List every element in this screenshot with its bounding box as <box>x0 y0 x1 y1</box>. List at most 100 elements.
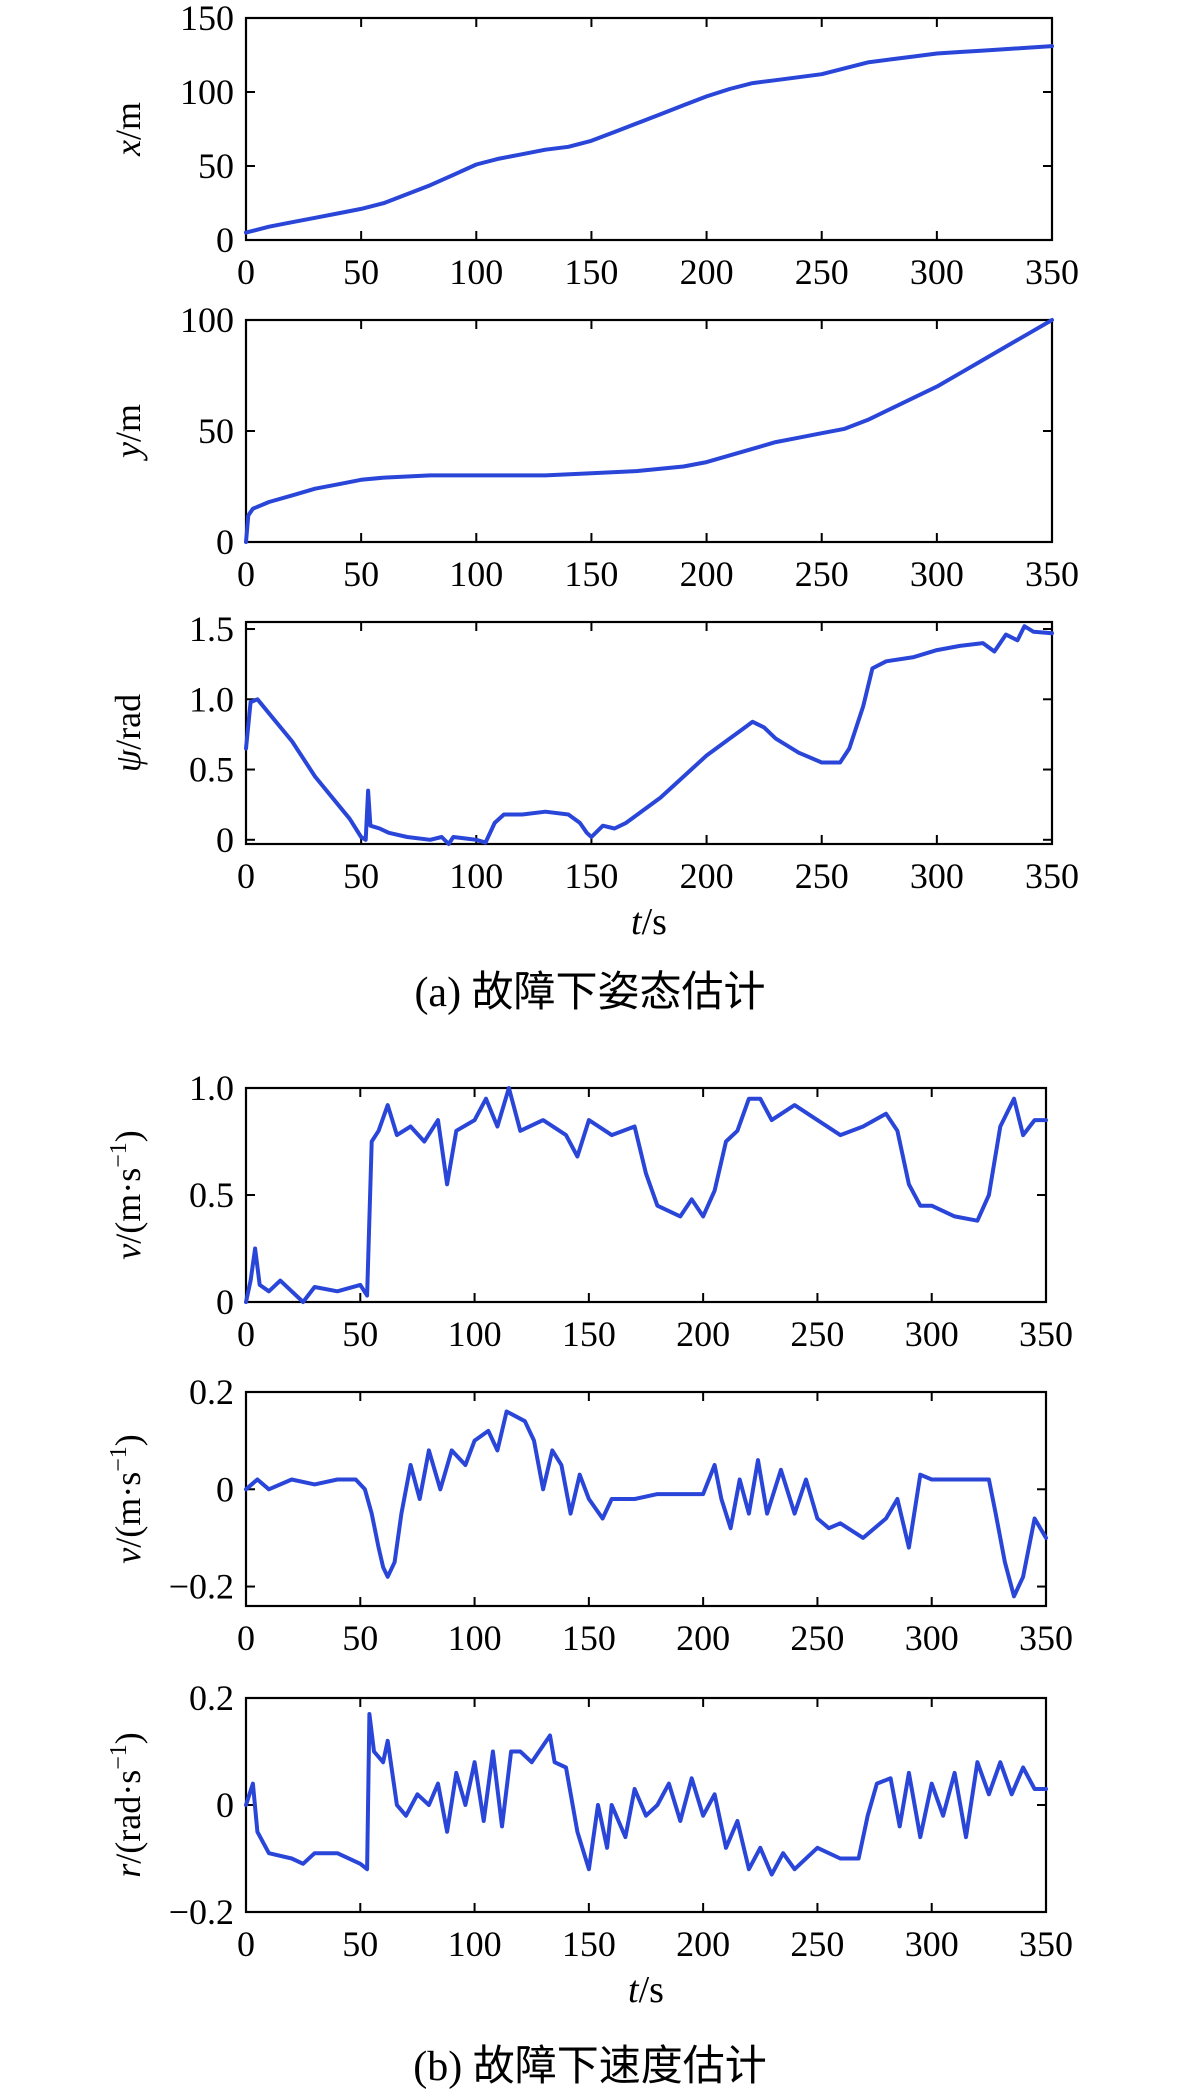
panel-5: 0 50 100 150 200 250 300 350−0.200.2v/(m·s−1) <box>106 1372 1073 1658</box>
y-axis-label-unit: /rad <box>108 694 148 750</box>
x-tick-label: 250 <box>790 1924 844 1964</box>
x-tick-label: 250 <box>790 1314 844 1354</box>
x-tick-label: 350 <box>1019 1924 1073 1964</box>
y-tick-label: 1.5 <box>189 609 234 649</box>
y-tick-label: 150 <box>180 0 234 38</box>
y-tick-label: 0.5 <box>189 750 234 790</box>
x-tick-label: 50 <box>343 554 379 594</box>
y-axis-label-unit: /(m·s <box>108 1472 148 1548</box>
x-tick-label: 250 <box>795 554 849 594</box>
x-tick-label: 200 <box>680 856 734 896</box>
y-axis-label-close: ) <box>108 1732 148 1744</box>
x-tick-label: 350 <box>1025 252 1079 292</box>
x-tick-label: 0 <box>237 252 255 292</box>
x-tick-label: 150 <box>562 1314 616 1354</box>
x-tick-label: 250 <box>790 1618 844 1658</box>
x-tick-label: 200 <box>680 554 734 594</box>
y-tick-label: 0 <box>216 1469 234 1509</box>
x-tick-label: 50 <box>342 1618 378 1658</box>
x-tick-label: 0 <box>237 1618 255 1658</box>
y-tick-label: 50 <box>198 146 234 186</box>
x-tick-label: 200 <box>680 252 734 292</box>
x-tick-label: 150 <box>562 1618 616 1658</box>
x-tick-label: 150 <box>564 856 618 896</box>
y-tick-label: 0 <box>216 1785 234 1825</box>
x-tick-label: 300 <box>905 1924 959 1964</box>
series-line <box>244 1712 1048 1877</box>
x-tick-label: 250 <box>795 856 849 896</box>
series-line <box>244 44 1054 235</box>
y-axis-label-unit: /(m·s <box>108 1168 148 1244</box>
y-axis-label: x/m <box>108 102 148 157</box>
panel-2: 0 50 100 150 200 250 300 350 0 50 100 y/m <box>108 300 1079 594</box>
y-axis-label-symbol: y <box>108 442 148 461</box>
x-tick-label: 100 <box>448 1314 502 1354</box>
y-tick-label: 0.2 <box>189 1678 234 1718</box>
y-tick-label: 0.5 <box>189 1175 234 1215</box>
y-axis-label: r/(rad·s−1) <box>106 1732 148 1878</box>
panels: 0 50 100 150 200 250 300 350 0 50 100 150 x/m 0 50 100 1… <box>106 0 1079 2011</box>
y-axis-label-symbol: v <box>108 1244 148 1260</box>
y-axis-label: ψ/rad <box>108 694 148 772</box>
y-tick-label: 0 <box>216 220 234 260</box>
x-axis-label-symbol: t <box>631 901 643 943</box>
plot-frame <box>244 16 1054 242</box>
y-tick-label: 100 <box>180 300 234 340</box>
y-tick-label: 50 <box>198 411 234 451</box>
x-tick-label: 50 <box>342 1924 378 1964</box>
panel-1: 0 50 100 150 200 250 300 350 0 50 100 150 x/m <box>108 0 1079 292</box>
series-line <box>244 1086 1048 1304</box>
x-axis-label-unit: /s <box>642 901 667 943</box>
y-tick-label: 0 <box>216 1282 234 1322</box>
y-axis-label: v/(m·s−1) <box>106 1130 148 1260</box>
x-tick-label: 350 <box>1025 856 1079 896</box>
x-axis-label: t/s <box>631 901 667 943</box>
y-axis-label-exponent: −1 <box>106 1744 132 1770</box>
x-tick-label: 300 <box>905 1618 959 1658</box>
x-tick-label: 350 <box>1019 1314 1073 1354</box>
x-tick-label: 0 <box>237 554 255 594</box>
x-tick-label: 150 <box>564 554 618 594</box>
x-tick-label: 150 <box>562 1924 616 1964</box>
plot-frame <box>244 1390 1048 1608</box>
x-tick-label: 100 <box>449 554 503 594</box>
x-tick-label: 100 <box>448 1924 502 1964</box>
x-tick-label: 100 <box>449 856 503 896</box>
x-tick-label: 100 <box>448 1618 502 1658</box>
y-axis-label: v/(m·s−1) <box>106 1434 148 1564</box>
x-tick-label: 350 <box>1019 1618 1073 1658</box>
caption-a: (a) 故障下姿态估计 <box>414 970 765 1016</box>
panel-3: 0 50 100 150 200 250 300 350 0 0.5 1.0 1.5 ψ/rad t/s <box>108 609 1079 943</box>
y-tick-label: 100 <box>180 72 234 112</box>
y-tick-label: −0.2 <box>169 1892 234 1932</box>
x-tick-label: 300 <box>910 856 964 896</box>
series-line <box>244 624 1054 846</box>
x-tick-label: 200 <box>676 1924 730 1964</box>
x-tick-label: 350 <box>1025 554 1079 594</box>
y-axis-label-exponent: −1 <box>106 1446 132 1472</box>
y-tick-label: 0.2 <box>189 1372 234 1412</box>
x-axis-label-unit: /s <box>639 1969 664 2011</box>
y-axis-label: y/m <box>108 404 148 461</box>
y-axis-label-symbol: v <box>108 1548 148 1564</box>
x-tick-label: 300 <box>910 554 964 594</box>
y-axis-label-symbol: ψ <box>108 749 148 772</box>
x-axis-label-symbol: t <box>628 1969 640 2011</box>
y-axis-label-close: ) <box>108 1434 148 1446</box>
x-tick-label: 200 <box>676 1314 730 1354</box>
x-axis-label: t/s <box>628 1969 664 2011</box>
y-tick-label: 1.0 <box>189 679 234 719</box>
x-tick-label: 200 <box>676 1618 730 1658</box>
x-tick-label: 300 <box>905 1314 959 1354</box>
x-tick-label: 50 <box>343 252 379 292</box>
y-axis-label-unit: /m <box>108 102 148 140</box>
x-tick-label: 50 <box>342 1314 378 1354</box>
y-axis-label-exponent: −1 <box>106 1142 132 1168</box>
x-tick-label: 0 <box>237 856 255 896</box>
series-line <box>244 318 1054 544</box>
series-line <box>244 1409 1048 1599</box>
y-tick-label: −0.2 <box>169 1567 234 1607</box>
x-tick-label: 0 <box>237 1924 255 1964</box>
y-axis-label-unit: /m <box>108 404 148 442</box>
